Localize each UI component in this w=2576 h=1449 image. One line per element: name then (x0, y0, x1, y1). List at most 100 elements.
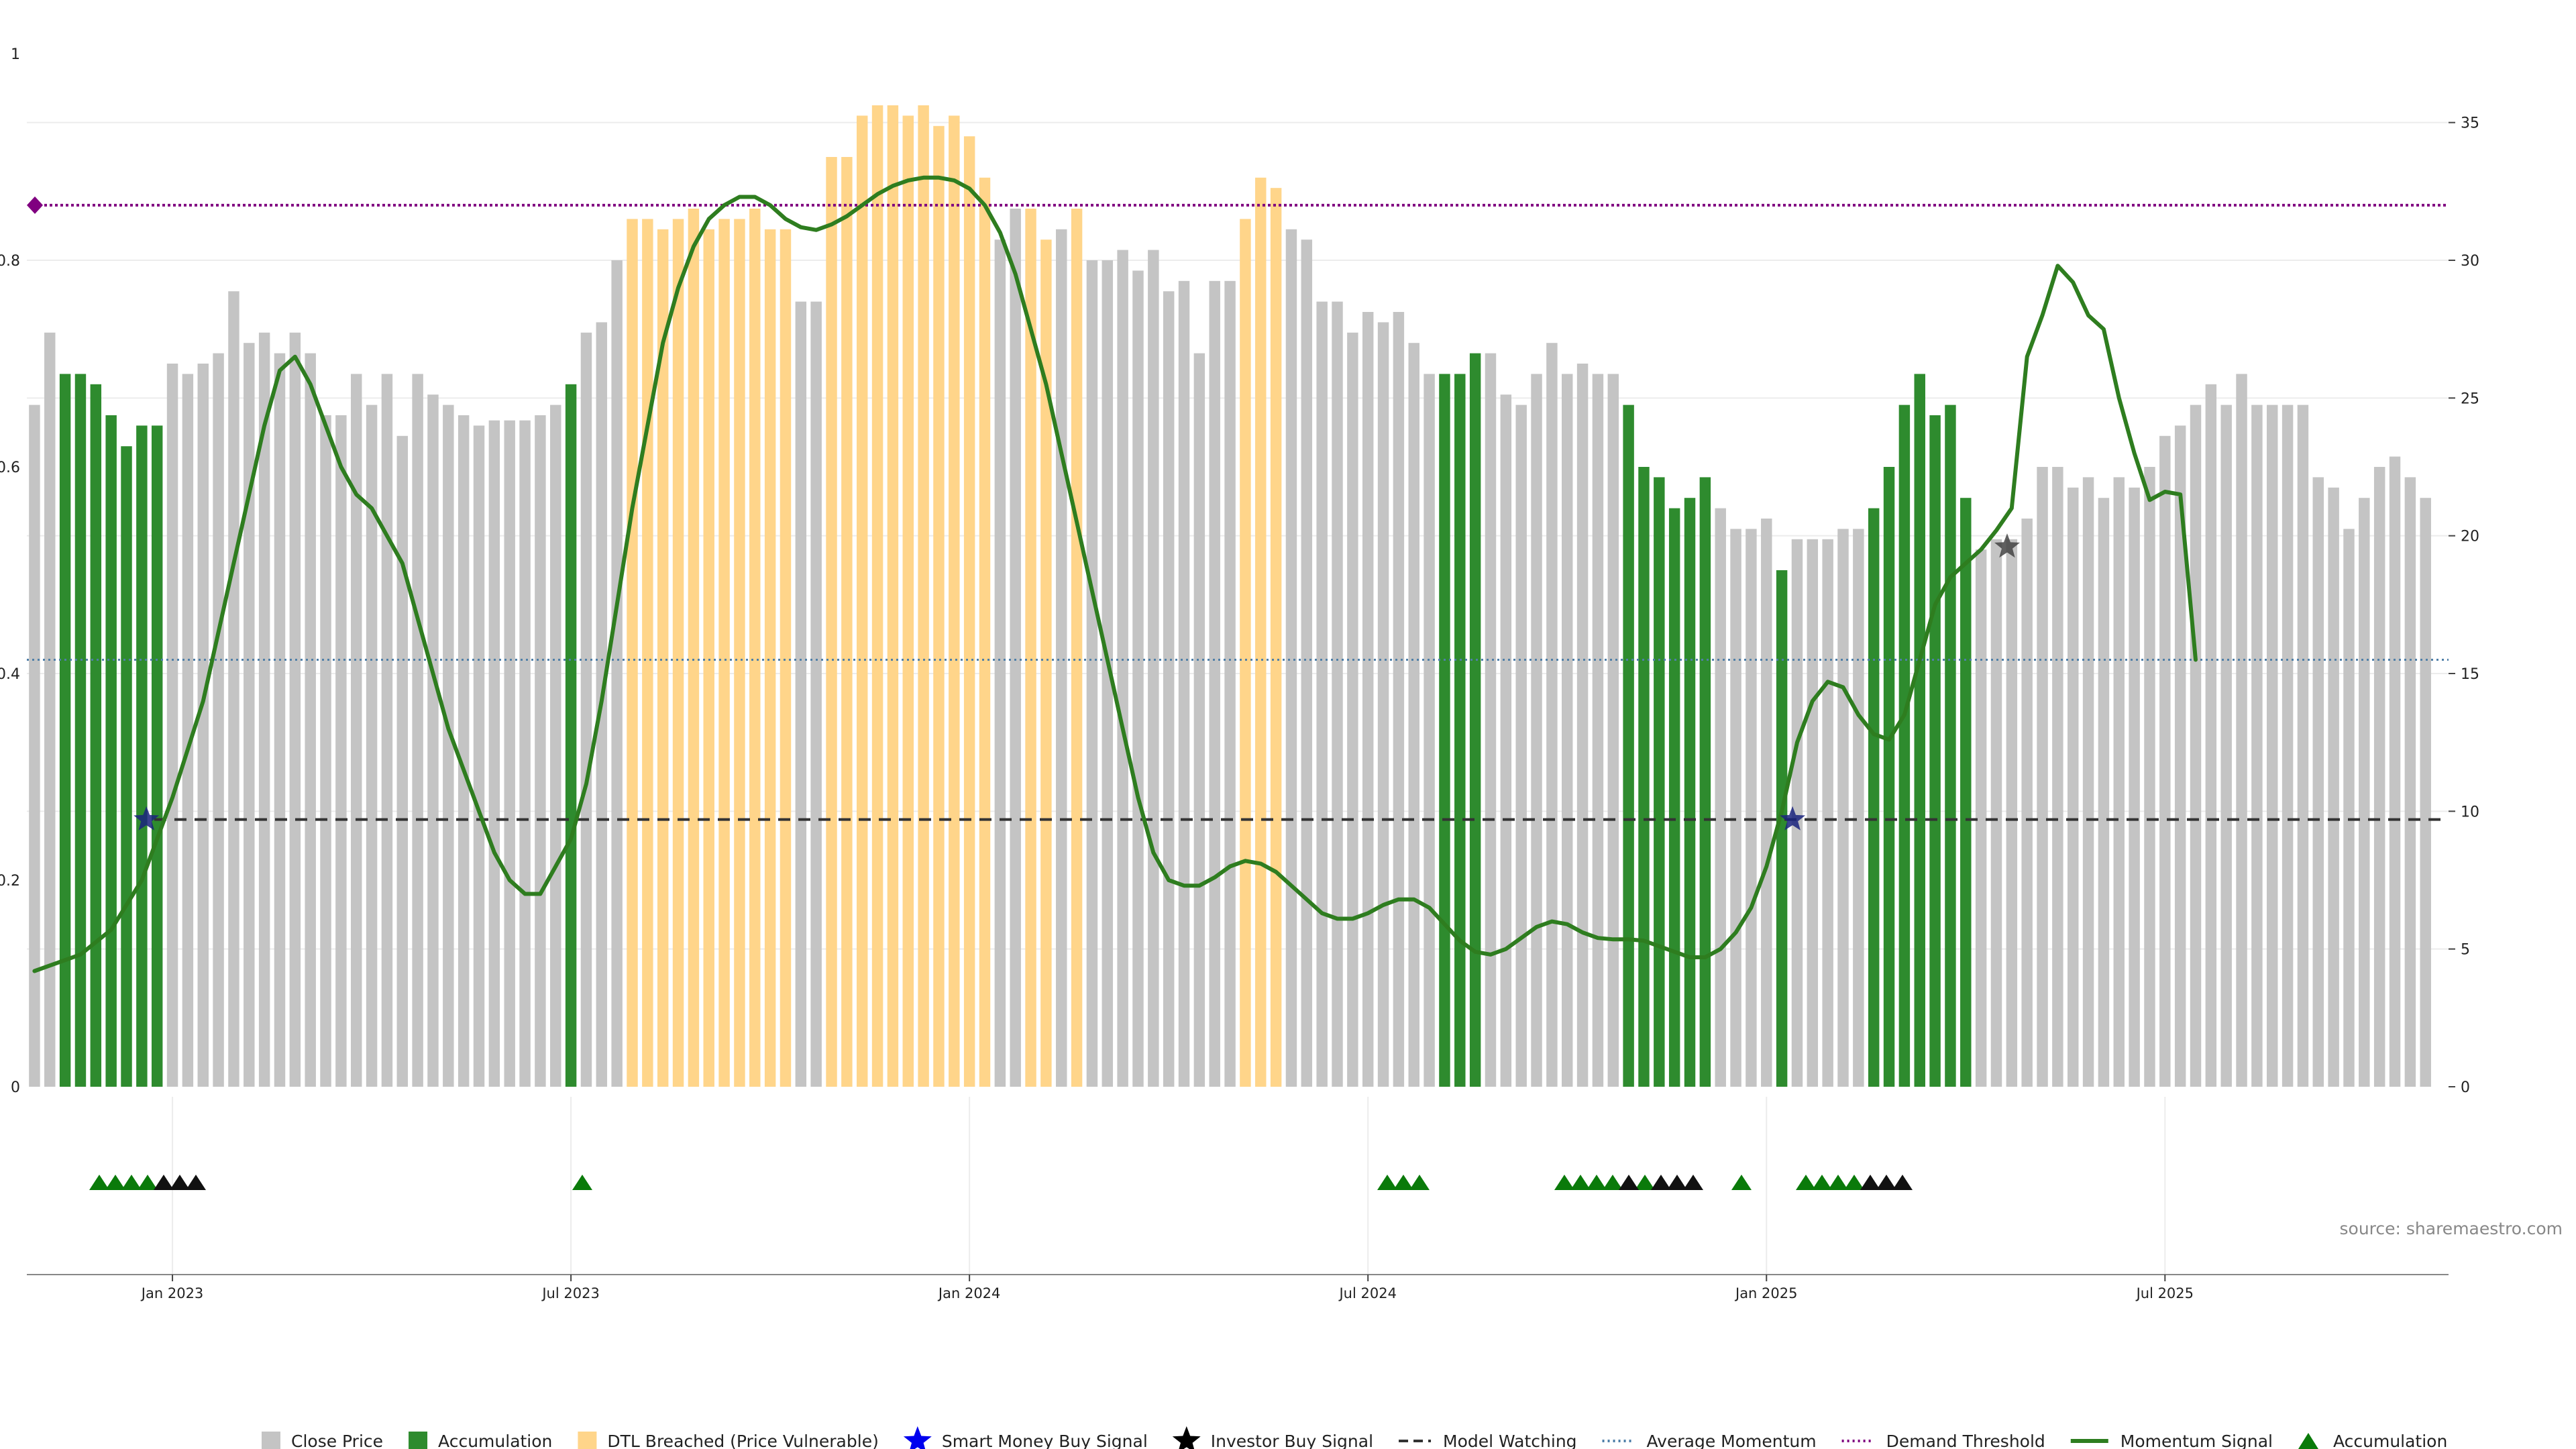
close-price-bar (1990, 539, 2002, 1087)
x-tick-label: Jul 2025 (2135, 1285, 2194, 1301)
close-price-bar (488, 420, 500, 1087)
investor-triangle (1619, 1175, 1639, 1190)
source-label: source: sharemaestro.com (2340, 1219, 2563, 1238)
close-price-bar (1132, 270, 1144, 1087)
x-tick-label: Jul 2024 (1338, 1285, 1396, 1301)
close-price-bar (2037, 467, 2048, 1087)
close-price-bar (1715, 508, 1726, 1087)
legend-label: Smart Money Buy Signal (942, 1432, 1148, 1449)
right-tick-label: 15 (2461, 666, 2479, 683)
close-price-bar (1117, 250, 1128, 1087)
investor-triangle (1651, 1175, 1671, 1190)
close-price-bar (1822, 539, 1833, 1087)
accumulation-bar (1929, 415, 1941, 1087)
right-tick-label: 30 (2461, 253, 2479, 270)
accumulation-bar (1898, 405, 1911, 1087)
close-price-bar (320, 415, 331, 1087)
dtl-breached-bar (1040, 239, 1052, 1087)
accumulation-bar (151, 425, 163, 1087)
close-price-bar (1592, 374, 1604, 1087)
accumulation-bar (565, 384, 577, 1087)
close-price-bar (1148, 250, 1159, 1087)
accumulation-bar (1654, 477, 1665, 1087)
legend-label: Demand Threshold (1886, 1432, 2045, 1449)
close-price-bar (427, 394, 439, 1087)
close-price-bar (1010, 209, 1021, 1087)
close-price-bar (213, 353, 224, 1087)
smart-money-buy-star (1780, 806, 1806, 830)
dtl-breached-bar (887, 105, 899, 1087)
close-price-bar (473, 425, 485, 1087)
close-price-bar (443, 405, 454, 1087)
close-price-bar (2067, 487, 2079, 1087)
close-price-bar (1316, 301, 1328, 1087)
close-price-bar (1500, 394, 1512, 1087)
close-price-bar (1853, 529, 1864, 1087)
right-tick-label: 35 (2461, 115, 2479, 132)
accumulation-bar (1638, 467, 1650, 1087)
dtl-breached-bar (949, 115, 960, 1087)
dtl-breached-bar (1071, 209, 1083, 1087)
close-price-bar (1178, 280, 1190, 1087)
dtl-breached-bar (780, 229, 792, 1087)
x-tick-label: Jan 2024 (937, 1285, 1001, 1301)
dtl-breached-bar (979, 177, 991, 1087)
left-tick-label: 0.2 (0, 873, 20, 890)
close-price-bar (1975, 549, 1987, 1087)
accumulation-triangle (1603, 1175, 1623, 1190)
close-price-bar (2006, 539, 2018, 1087)
accumulation-triangle (121, 1175, 142, 1190)
close-price-bar (2251, 405, 2263, 1087)
smart-money-buy-star (133, 806, 160, 830)
legend: Close Price Accumulation DTL Breached (Pri… (262, 1426, 2447, 1449)
investor-triangle (1892, 1175, 1913, 1190)
accumulation-bar (1439, 374, 1450, 1087)
close-price-bar (1761, 519, 1772, 1087)
investor-triangle (170, 1175, 190, 1190)
close-price-bar (1408, 343, 1419, 1087)
dtl-breached-bar (688, 209, 700, 1087)
close-price-bar (351, 374, 362, 1087)
x-axis: Jan 2023 Jul 2023 Jan 2024 Jul 2024 Jan 2025… (27, 1274, 2449, 1301)
legend-swatch-star (1172, 1426, 1201, 1449)
close-price-bar (1332, 301, 1343, 1087)
dtl-breached-bar (871, 105, 883, 1087)
legend-swatch-square (409, 1432, 428, 1449)
right-tick-label: 25 (2461, 390, 2479, 407)
accumulation-triangle (1828, 1175, 1848, 1190)
accumulation-bar (1776, 570, 1788, 1087)
close-price-bar (994, 239, 1006, 1087)
close-price-bar (381, 374, 393, 1087)
close-price-bar (1562, 374, 1573, 1087)
close-price-bar (504, 420, 515, 1087)
close-price-bar (1285, 229, 1297, 1087)
accumulation-bar (59, 374, 71, 1087)
momentum-signal-line (32, 175, 2198, 973)
legend-label: Accumulation (438, 1432, 552, 1449)
dtl-breached-bar (749, 209, 761, 1087)
close-price-bar (2236, 374, 2247, 1087)
close-price-bar (2220, 405, 2232, 1087)
legend-label: Investor Buy Signal (1211, 1432, 1373, 1449)
close-price-bar (580, 332, 592, 1087)
investor-triangle (1667, 1175, 1687, 1190)
right-tick-label: 0 (2461, 1079, 2470, 1096)
close-price-bar (2297, 405, 2309, 1087)
close-price-bar (1576, 364, 1589, 1087)
close-price-bar (197, 364, 209, 1087)
close-price-bar (2174, 425, 2186, 1087)
investor-triangle (1876, 1175, 1896, 1190)
close-price-bar (1301, 239, 1313, 1087)
legend-swatch-square (262, 1432, 280, 1449)
dtl-breached-bar (963, 136, 975, 1087)
close-price-bar (44, 332, 56, 1087)
close-price-bar (274, 353, 286, 1087)
close-price-bar (1607, 374, 1619, 1087)
accumulation-bar (74, 374, 87, 1087)
close-price-bar (2312, 477, 2324, 1087)
close-price-bar (2098, 498, 2110, 1087)
close-price-bar (2129, 487, 2140, 1087)
accumulation-triangle (1731, 1175, 1752, 1190)
dtl-breached-bar (918, 105, 929, 1087)
